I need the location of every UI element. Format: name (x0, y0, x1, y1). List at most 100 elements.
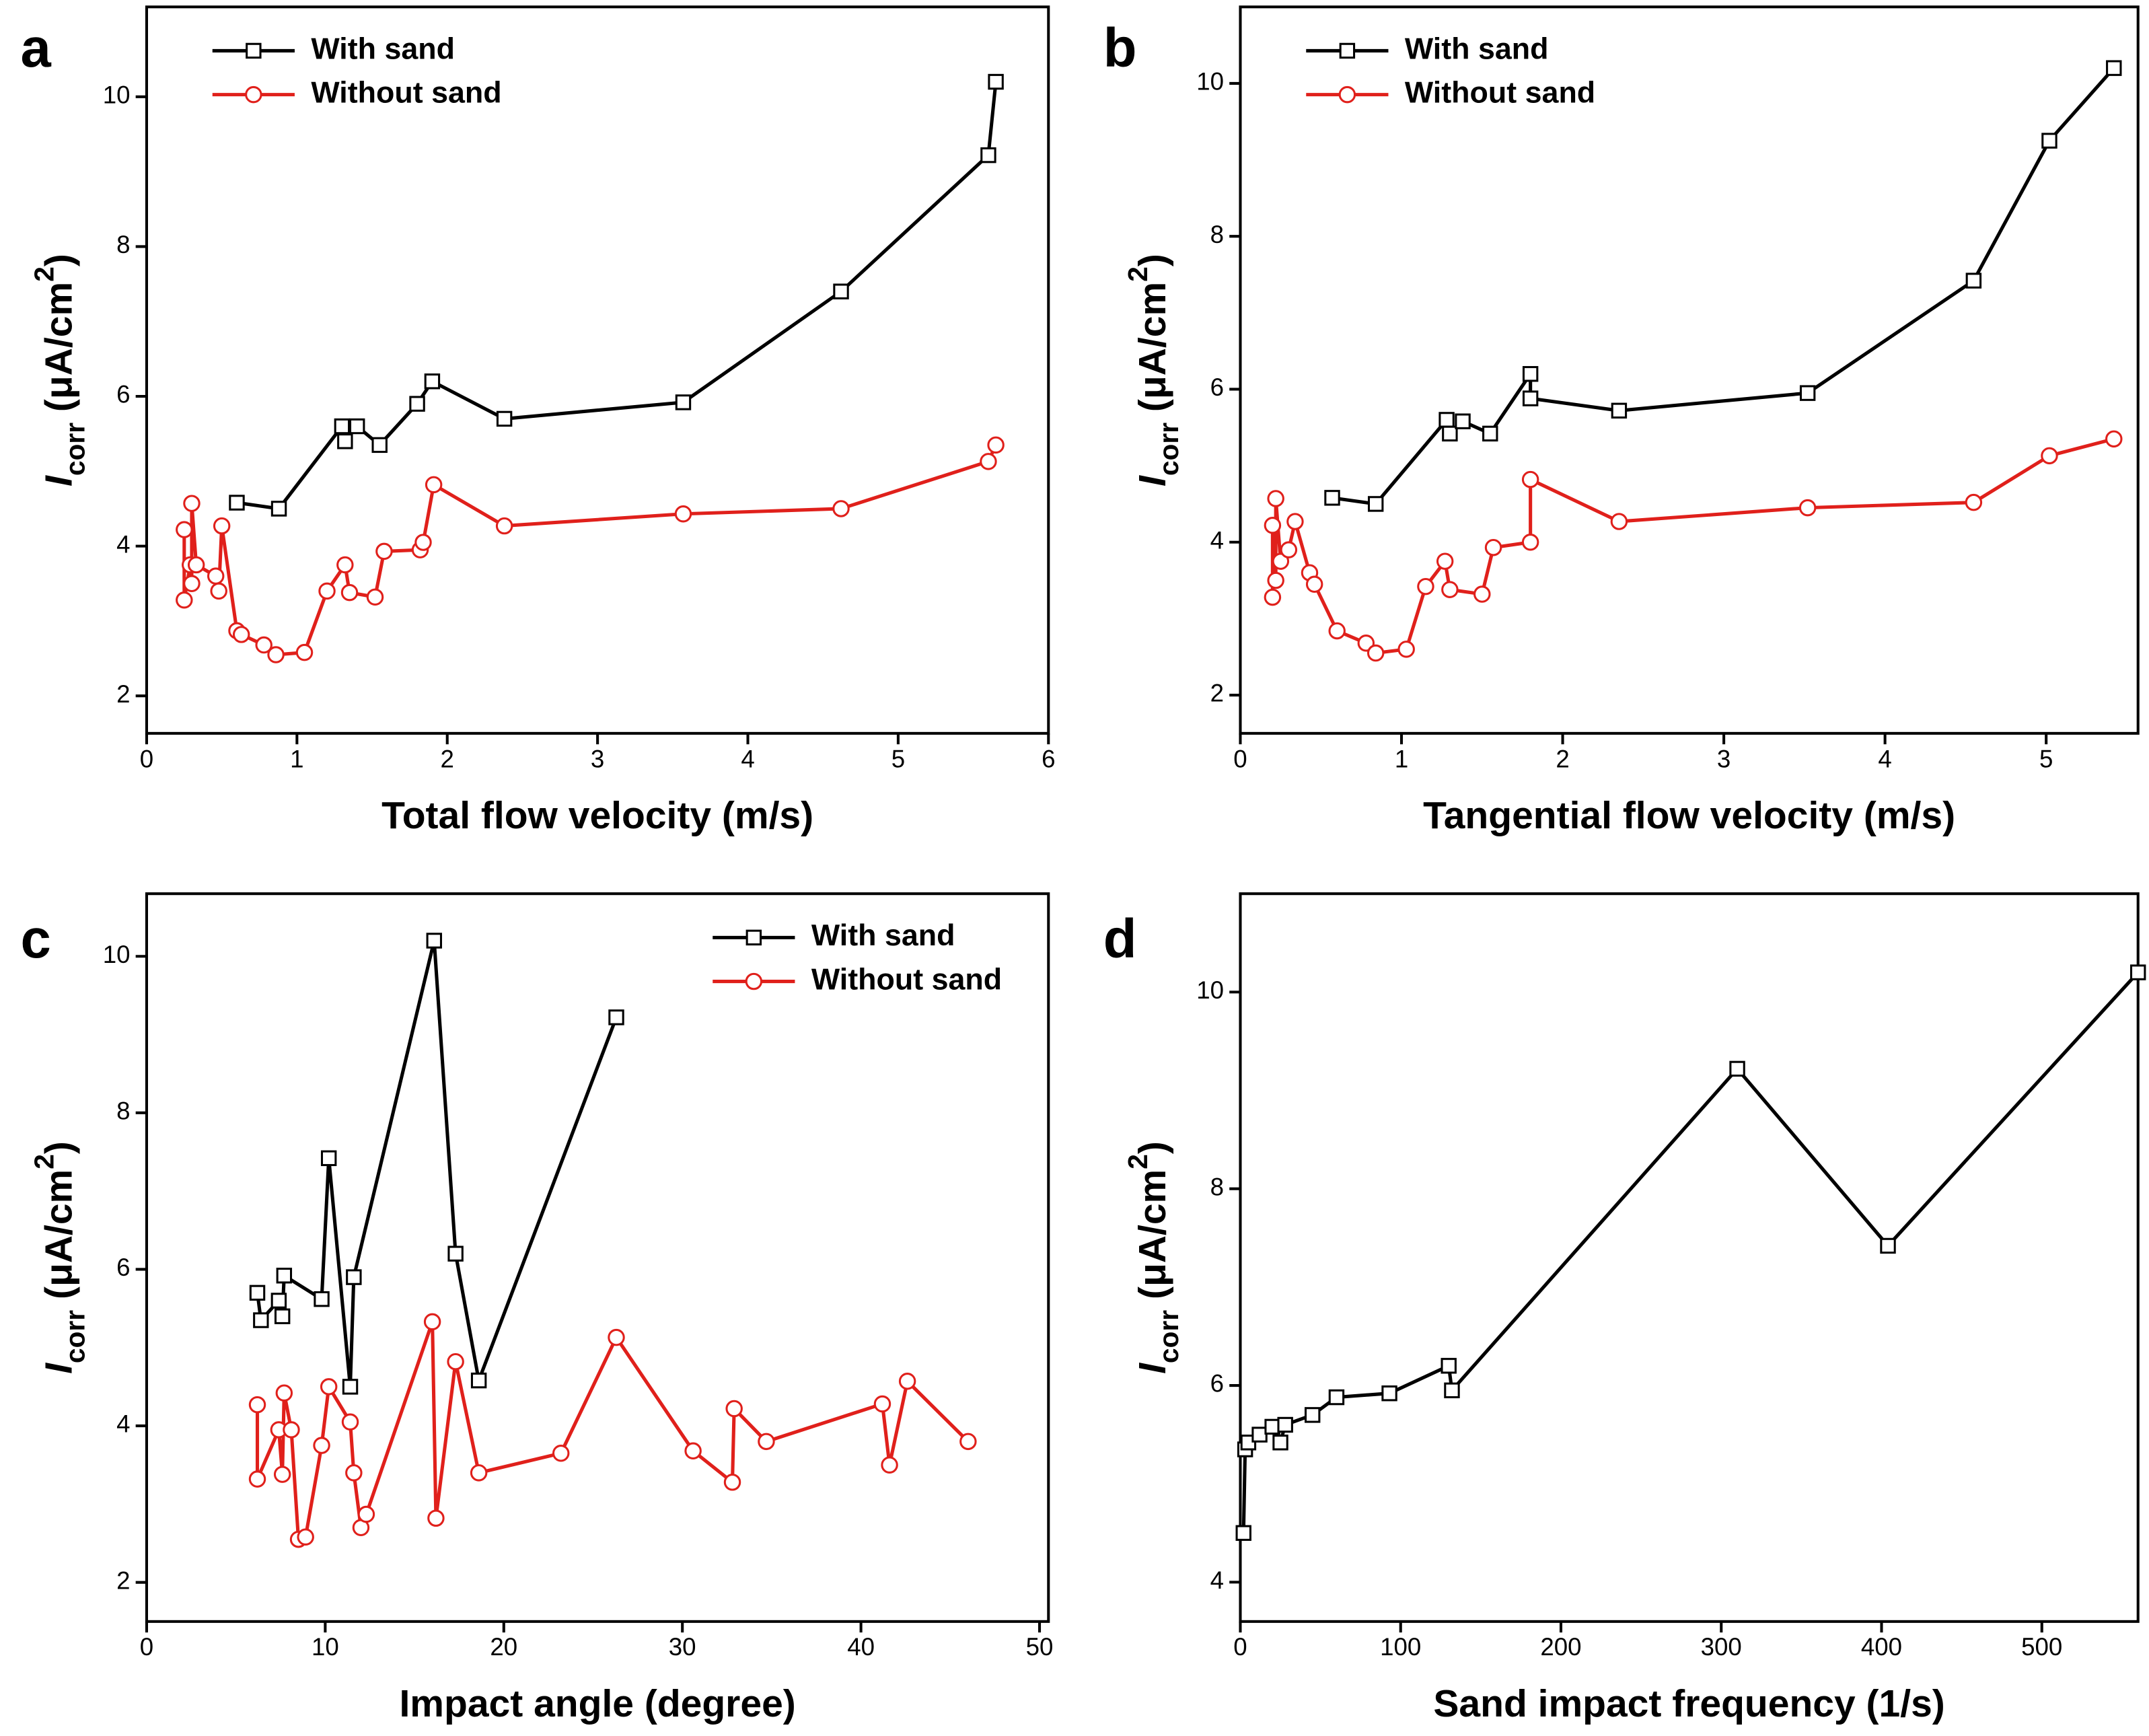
marker (608, 1009, 624, 1025)
marker (409, 396, 425, 412)
marker (337, 433, 353, 449)
y-tick-label: 8 (116, 231, 130, 258)
y-tick-label: 4 (116, 1410, 130, 1438)
marker (1277, 1416, 1293, 1433)
marker (366, 588, 384, 606)
marker (318, 582, 336, 600)
marker (275, 1384, 293, 1402)
marker (1610, 513, 1628, 530)
marker (375, 542, 393, 560)
y-label-part: I (38, 475, 81, 486)
y-label-part: corr (59, 423, 90, 476)
series-line (255, 1321, 970, 1542)
marker (675, 394, 692, 410)
y-label-part: 2 (28, 1154, 59, 1169)
y-tick-label: 8 (116, 1097, 130, 1125)
x-tick-label: 3 (591, 745, 604, 772)
y-label-part: corr (1153, 423, 1184, 476)
x-tick-label: 0 (1233, 1633, 1247, 1661)
marker (1339, 42, 1356, 59)
marker (426, 933, 442, 949)
marker (320, 1150, 337, 1167)
marker (1280, 541, 1298, 558)
marker (2041, 447, 2058, 465)
y-label-part: (μA/cm (38, 1169, 81, 1310)
y-tick-label: 6 (116, 1254, 130, 1281)
y-tick-label: 10 (1196, 976, 1224, 1004)
y-label-part: (μA/cm (1131, 1169, 1174, 1310)
marker (357, 1505, 375, 1523)
marker (270, 1293, 287, 1309)
marker (1484, 538, 1502, 556)
legend-label: Without sand (1405, 75, 1595, 109)
y-tick-label: 6 (116, 381, 130, 408)
marker (1267, 490, 1284, 507)
marker (1521, 470, 1539, 489)
y-label-part: 2 (1122, 1154, 1153, 1169)
marker (427, 1509, 445, 1527)
x-axis-label: Tangential flow velocity (m/s) (1423, 794, 1955, 837)
marker (345, 1464, 363, 1482)
marker (246, 42, 262, 59)
x-tick-label: 4 (741, 745, 754, 772)
marker (295, 643, 314, 661)
marker (723, 1474, 741, 1491)
marker (1304, 1407, 1321, 1423)
marker (980, 453, 997, 470)
marker (684, 1442, 702, 1460)
x-axis-label: Sand impact frequency (1/s) (1433, 1682, 1944, 1725)
marker (1611, 402, 1628, 419)
marker (1522, 366, 1539, 382)
marker (425, 476, 443, 494)
marker (2041, 133, 2057, 149)
marker (424, 373, 441, 390)
marker (1521, 534, 1539, 551)
y-axis-label: Icorr (μA/cm2) (28, 1141, 90, 1374)
marker (274, 1308, 291, 1324)
marker (176, 591, 193, 609)
marker (552, 1445, 570, 1462)
marker (283, 1421, 300, 1439)
x-tick-label: 10 (312, 1633, 339, 1661)
marker (187, 556, 205, 574)
x-tick-label: 300 (1701, 1633, 1742, 1661)
marker (255, 636, 272, 654)
marker (245, 85, 262, 104)
y-axis-label: Icorr (μA/cm2) (28, 254, 90, 486)
marker (1444, 1382, 1460, 1399)
marker (898, 1373, 916, 1390)
y-label-part: 2 (1122, 266, 1153, 282)
x-tick-label: 5 (891, 745, 905, 772)
y-tick-label: 2 (1210, 680, 1224, 707)
y-tick-label: 8 (1210, 221, 1224, 248)
legend-label: With sand (1405, 32, 1549, 65)
marker (336, 556, 354, 574)
marker (745, 972, 763, 990)
y-tick-label: 10 (103, 81, 131, 109)
marker (232, 626, 250, 643)
plot-frame (145, 5, 1050, 735)
legend-label: Without sand (311, 75, 501, 109)
y-label-part: corr (1153, 1310, 1184, 1363)
y-label-part: I (1131, 1363, 1174, 1374)
x-tick-label: 1 (1395, 745, 1408, 772)
marker (414, 534, 432, 551)
marker (267, 646, 285, 663)
marker (1286, 513, 1304, 530)
marker (1965, 493, 1983, 511)
marker (1264, 517, 1282, 534)
series-line (182, 444, 998, 657)
x-tick-label: 3 (1717, 745, 1731, 772)
x-tick-label: 5 (2039, 745, 2053, 772)
x-tick-label: 2 (441, 745, 454, 772)
marker (988, 73, 1004, 90)
marker (341, 1413, 359, 1431)
marker (207, 567, 225, 585)
marker (1473, 585, 1491, 603)
marker (342, 1379, 359, 1395)
marker (1381, 1385, 1397, 1402)
y-label-part: (μA/cm (38, 282, 81, 423)
marker (1799, 385, 1816, 401)
x-tick-label: 200 (1540, 1633, 1581, 1661)
